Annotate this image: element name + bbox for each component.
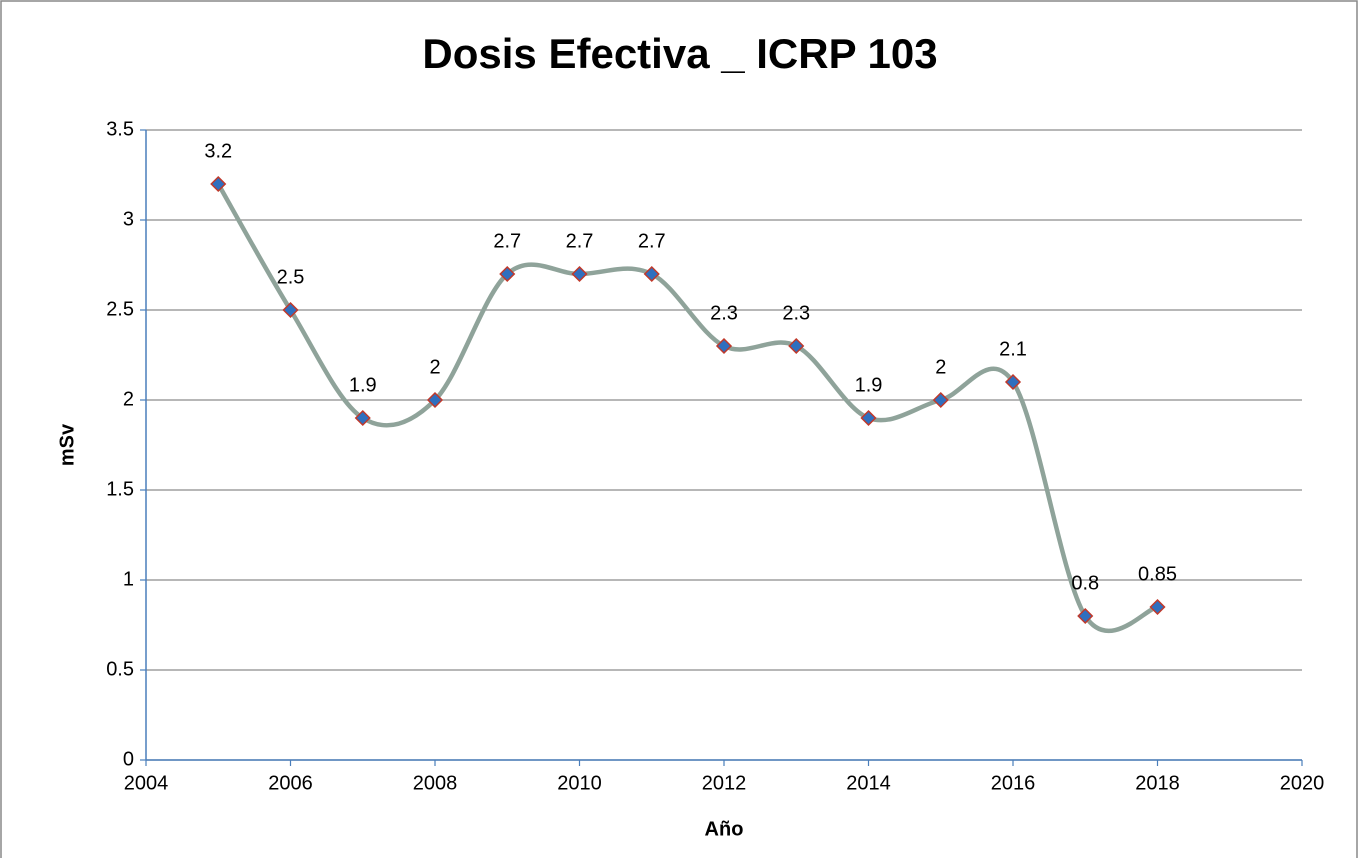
data-label: 2 <box>429 356 440 378</box>
x-tick-label: 2008 <box>413 772 458 794</box>
data-label: 2.7 <box>493 230 521 252</box>
data-label: 3.2 <box>204 140 232 162</box>
data-label: 1.9 <box>855 374 883 396</box>
x-tick-label: 2004 <box>124 772 169 794</box>
data-point <box>210 175 227 193</box>
y-tick-label: 1.5 <box>106 478 134 500</box>
data-point <box>643 265 660 283</box>
x-tick-label: 2016 <box>991 772 1036 794</box>
data-label: 2 <box>935 356 946 378</box>
y-tick-label: 2.5 <box>106 298 134 320</box>
data-point <box>354 409 371 427</box>
data-label: 2.3 <box>782 302 810 324</box>
data-label: 2.5 <box>277 266 305 288</box>
data-point <box>571 265 588 283</box>
x-tick-label: 2020 <box>1280 772 1325 794</box>
x-tick-label: 2018 <box>1135 772 1180 794</box>
x-tick-label: 2012 <box>702 772 747 794</box>
data-point <box>788 337 805 355</box>
data-point <box>932 391 949 409</box>
data-point <box>499 265 516 283</box>
y-tick-label: 0.5 <box>106 658 134 680</box>
data-point <box>860 409 877 427</box>
y-tick-label: 1 <box>123 568 134 590</box>
y-tick-label: 3.5 <box>106 118 134 140</box>
data-label: 2.3 <box>710 302 738 324</box>
x-tick-label: 2006 <box>268 772 313 794</box>
x-tick-label: 2014 <box>846 772 891 794</box>
data-label: 0.85 <box>1138 563 1177 585</box>
data-label: 2.1 <box>999 338 1027 360</box>
x-axis-label: Año <box>705 818 744 840</box>
y-tick-label: 2 <box>123 388 134 410</box>
y-axis-label: mSv <box>56 423 78 466</box>
data-point <box>1149 598 1166 616</box>
y-tick-label: 3 <box>123 208 134 230</box>
data-point <box>1004 373 1022 391</box>
data-point <box>715 337 733 355</box>
data-point <box>426 391 444 409</box>
data-point <box>1077 607 1094 625</box>
data-label: 0.8 <box>1071 572 1099 594</box>
data-label: 2.7 <box>638 230 666 252</box>
data-point <box>282 301 299 319</box>
data-label: 2.7 <box>566 230 594 252</box>
x-tick-label: 2010 <box>557 772 602 794</box>
y-tick-label: 0 <box>123 748 134 770</box>
chart-title: Dosis Efectiva _ ICRP 103 <box>422 30 937 77</box>
data-label: 1.9 <box>349 374 377 396</box>
